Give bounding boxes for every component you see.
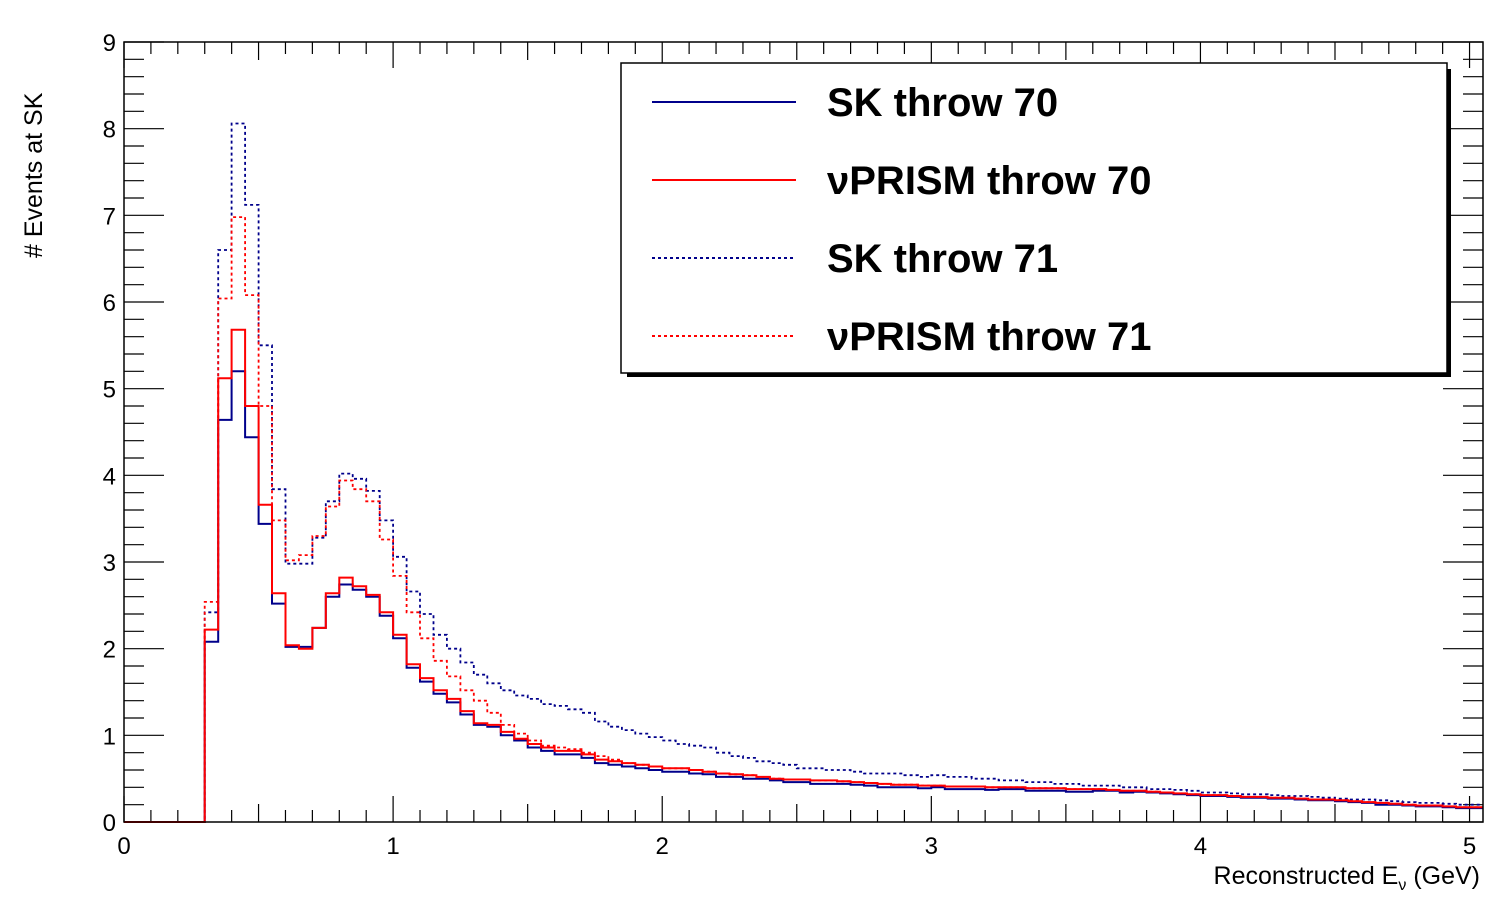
x-tick-label: 3 xyxy=(925,833,938,860)
x-axis-title-main: Reconstructed E xyxy=(1214,862,1399,890)
y-tick-label: 9 xyxy=(103,30,116,57)
x-tick-label: 5 xyxy=(1463,833,1476,860)
y-tick-label: 3 xyxy=(103,550,116,577)
plot-frame xyxy=(123,41,1484,823)
x-tick-label: 4 xyxy=(1194,833,1207,860)
series-line-2 xyxy=(124,328,1483,823)
x-axis-title: Reconstructed Eν (GeV) xyxy=(1214,862,1480,894)
x-axis-title-unit: (GeV) xyxy=(1406,862,1480,890)
legend-box xyxy=(620,62,1448,374)
y-tick-label: 0 xyxy=(103,810,116,837)
y-tick-label: 2 xyxy=(103,637,116,664)
legend-label-2: νPRISM throw 70 xyxy=(827,159,1152,203)
series-line-3 xyxy=(124,122,1483,823)
y-tick-label: 6 xyxy=(103,290,116,317)
series-layer xyxy=(124,122,1483,823)
legend-label-4: νPRISM throw 71 xyxy=(827,315,1152,359)
legend-label-1: SK throw 70 xyxy=(827,81,1058,125)
y-tick-label: 5 xyxy=(103,377,116,404)
y-tick-label: 7 xyxy=(103,203,116,230)
y-tick-label: 8 xyxy=(103,117,116,144)
y-tick-label: 1 xyxy=(103,723,116,750)
y-axis-title: # Events at SK xyxy=(20,92,48,258)
x-tick-label: 2 xyxy=(656,833,669,860)
x-tick-label: 1 xyxy=(386,833,399,860)
legend-label-3: SK throw 71 xyxy=(827,237,1058,281)
legend: SK throw 70 νPRISM throw 70 SK throw 71 νPR… xyxy=(620,62,1451,377)
x-axis-title-subscript: ν xyxy=(1398,877,1406,894)
series-line-1 xyxy=(124,370,1483,823)
tick-labels: 0 1 2 3 4 5 0 1 2 3 4 5 6 7 8 9 xyxy=(103,30,1477,860)
x-tick-label: 0 xyxy=(117,833,130,860)
y-tick-label: 4 xyxy=(103,463,116,490)
